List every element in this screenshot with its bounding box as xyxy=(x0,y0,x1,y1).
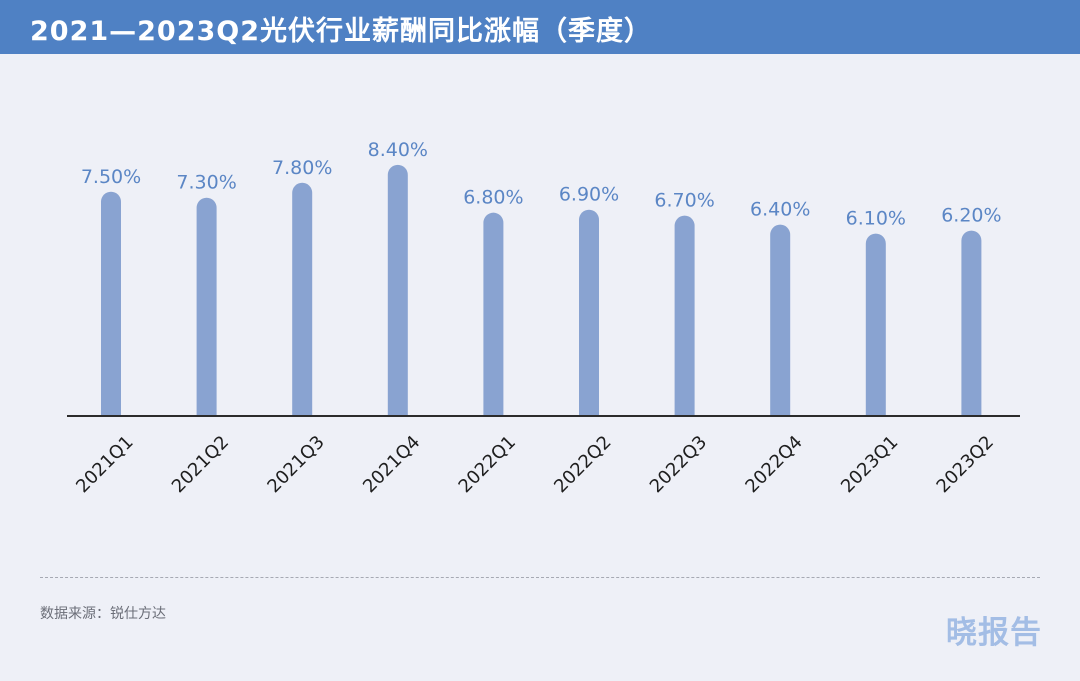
bar-2021Q1 xyxy=(101,191,121,416)
bar-2021Q2 xyxy=(196,197,217,416)
page-title: 2021—2023Q2光伏行业薪酬同比涨幅（季度） xyxy=(30,16,653,47)
bar-chart: 7.50% 2021Q1 7.30% 2021Q2 7.80% 2021Q3 8.40% 20… xyxy=(67,139,1020,497)
data-label: 7.30% xyxy=(176,172,236,194)
x-tick-label: 2021Q2 xyxy=(168,432,233,497)
bar-2022Q2 xyxy=(579,209,599,416)
x-tick-label: 2022Q3 xyxy=(646,432,711,497)
bar-2021Q4 xyxy=(387,164,408,416)
bar-2022Q1 xyxy=(483,212,504,416)
data-label: 6.90% xyxy=(559,184,619,206)
x-tick-label: 2021Q3 xyxy=(263,432,328,497)
title-bar: 2021—2023Q2光伏行业薪酬同比涨幅（季度） xyxy=(0,0,1080,54)
data-label: 6.20% xyxy=(941,205,1001,227)
bar-2023Q2 xyxy=(961,230,982,416)
data-label: 6.40% xyxy=(750,199,810,221)
bar-2022Q3 xyxy=(674,215,695,416)
x-tick-label: 2021Q1 xyxy=(72,432,137,497)
watermark-logo: 晓报告 xyxy=(946,615,1042,651)
data-label: 7.80% xyxy=(272,157,332,179)
source-note: 数据来源：锐仕方达 xyxy=(40,606,166,622)
data-label: 7.50% xyxy=(81,166,141,188)
x-tick-label: 2023Q1 xyxy=(837,432,902,497)
bar-2022Q4 xyxy=(770,224,791,416)
x-tick-label: 2022Q4 xyxy=(741,432,806,497)
x-tick-label: 2023Q2 xyxy=(933,432,998,497)
data-label: 6.70% xyxy=(654,190,714,212)
data-label: 8.40% xyxy=(368,139,428,161)
bar-2021Q3 xyxy=(292,182,313,416)
data-label: 6.10% xyxy=(846,208,906,230)
data-label: 6.80% xyxy=(463,187,523,209)
bar-2023Q1 xyxy=(865,233,886,416)
x-tick-label: 2021Q4 xyxy=(359,432,424,497)
divider xyxy=(40,577,1040,578)
x-tick-label: 2022Q1 xyxy=(455,432,520,497)
x-tick-label: 2022Q2 xyxy=(550,432,615,497)
